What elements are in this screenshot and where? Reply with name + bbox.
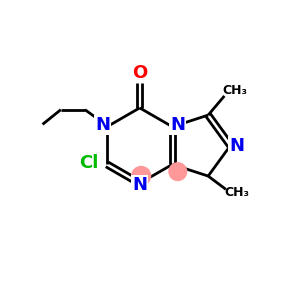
- Text: N: N: [95, 116, 110, 134]
- Circle shape: [169, 163, 187, 181]
- Circle shape: [132, 167, 151, 185]
- Text: CH₃: CH₃: [224, 186, 250, 199]
- Text: N: N: [229, 136, 244, 154]
- Text: N: N: [170, 116, 185, 134]
- Text: O: O: [132, 64, 147, 82]
- Text: Cl: Cl: [79, 154, 98, 172]
- Text: CH₃: CH₃: [222, 84, 247, 97]
- Text: N: N: [132, 176, 147, 194]
